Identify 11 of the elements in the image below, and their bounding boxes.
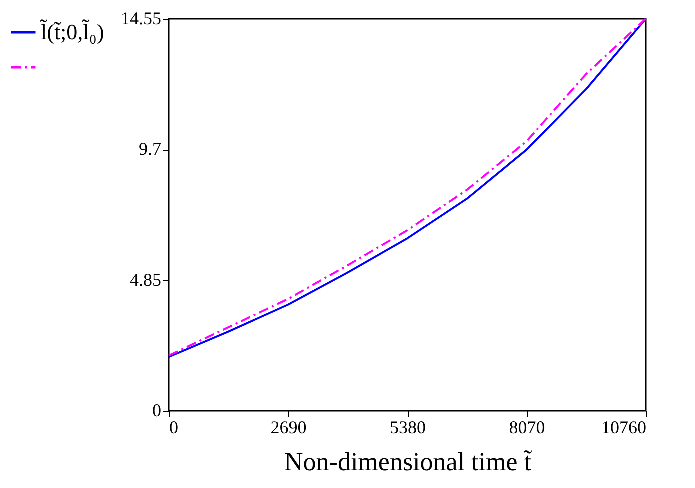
y-tick-label: 0 (152, 400, 162, 420)
x-tick-label: 8070 (509, 418, 546, 438)
y-tick-label: 9.7 (139, 139, 162, 160)
x-tick-label: 10760 (602, 418, 646, 438)
y-tick-label: 14.55 (121, 8, 162, 28)
x-axis-title: Non-dimensional time t̃ (284, 448, 533, 476)
y-tick-label: 4.85 (130, 270, 162, 290)
x-tick-label: 2690 (270, 418, 307, 438)
x-tick-label: 0 (170, 418, 178, 438)
legend-label: l̃(t̃;0,l̃₀) (40, 19, 104, 44)
x-tick-label: 5380 (390, 418, 426, 438)
